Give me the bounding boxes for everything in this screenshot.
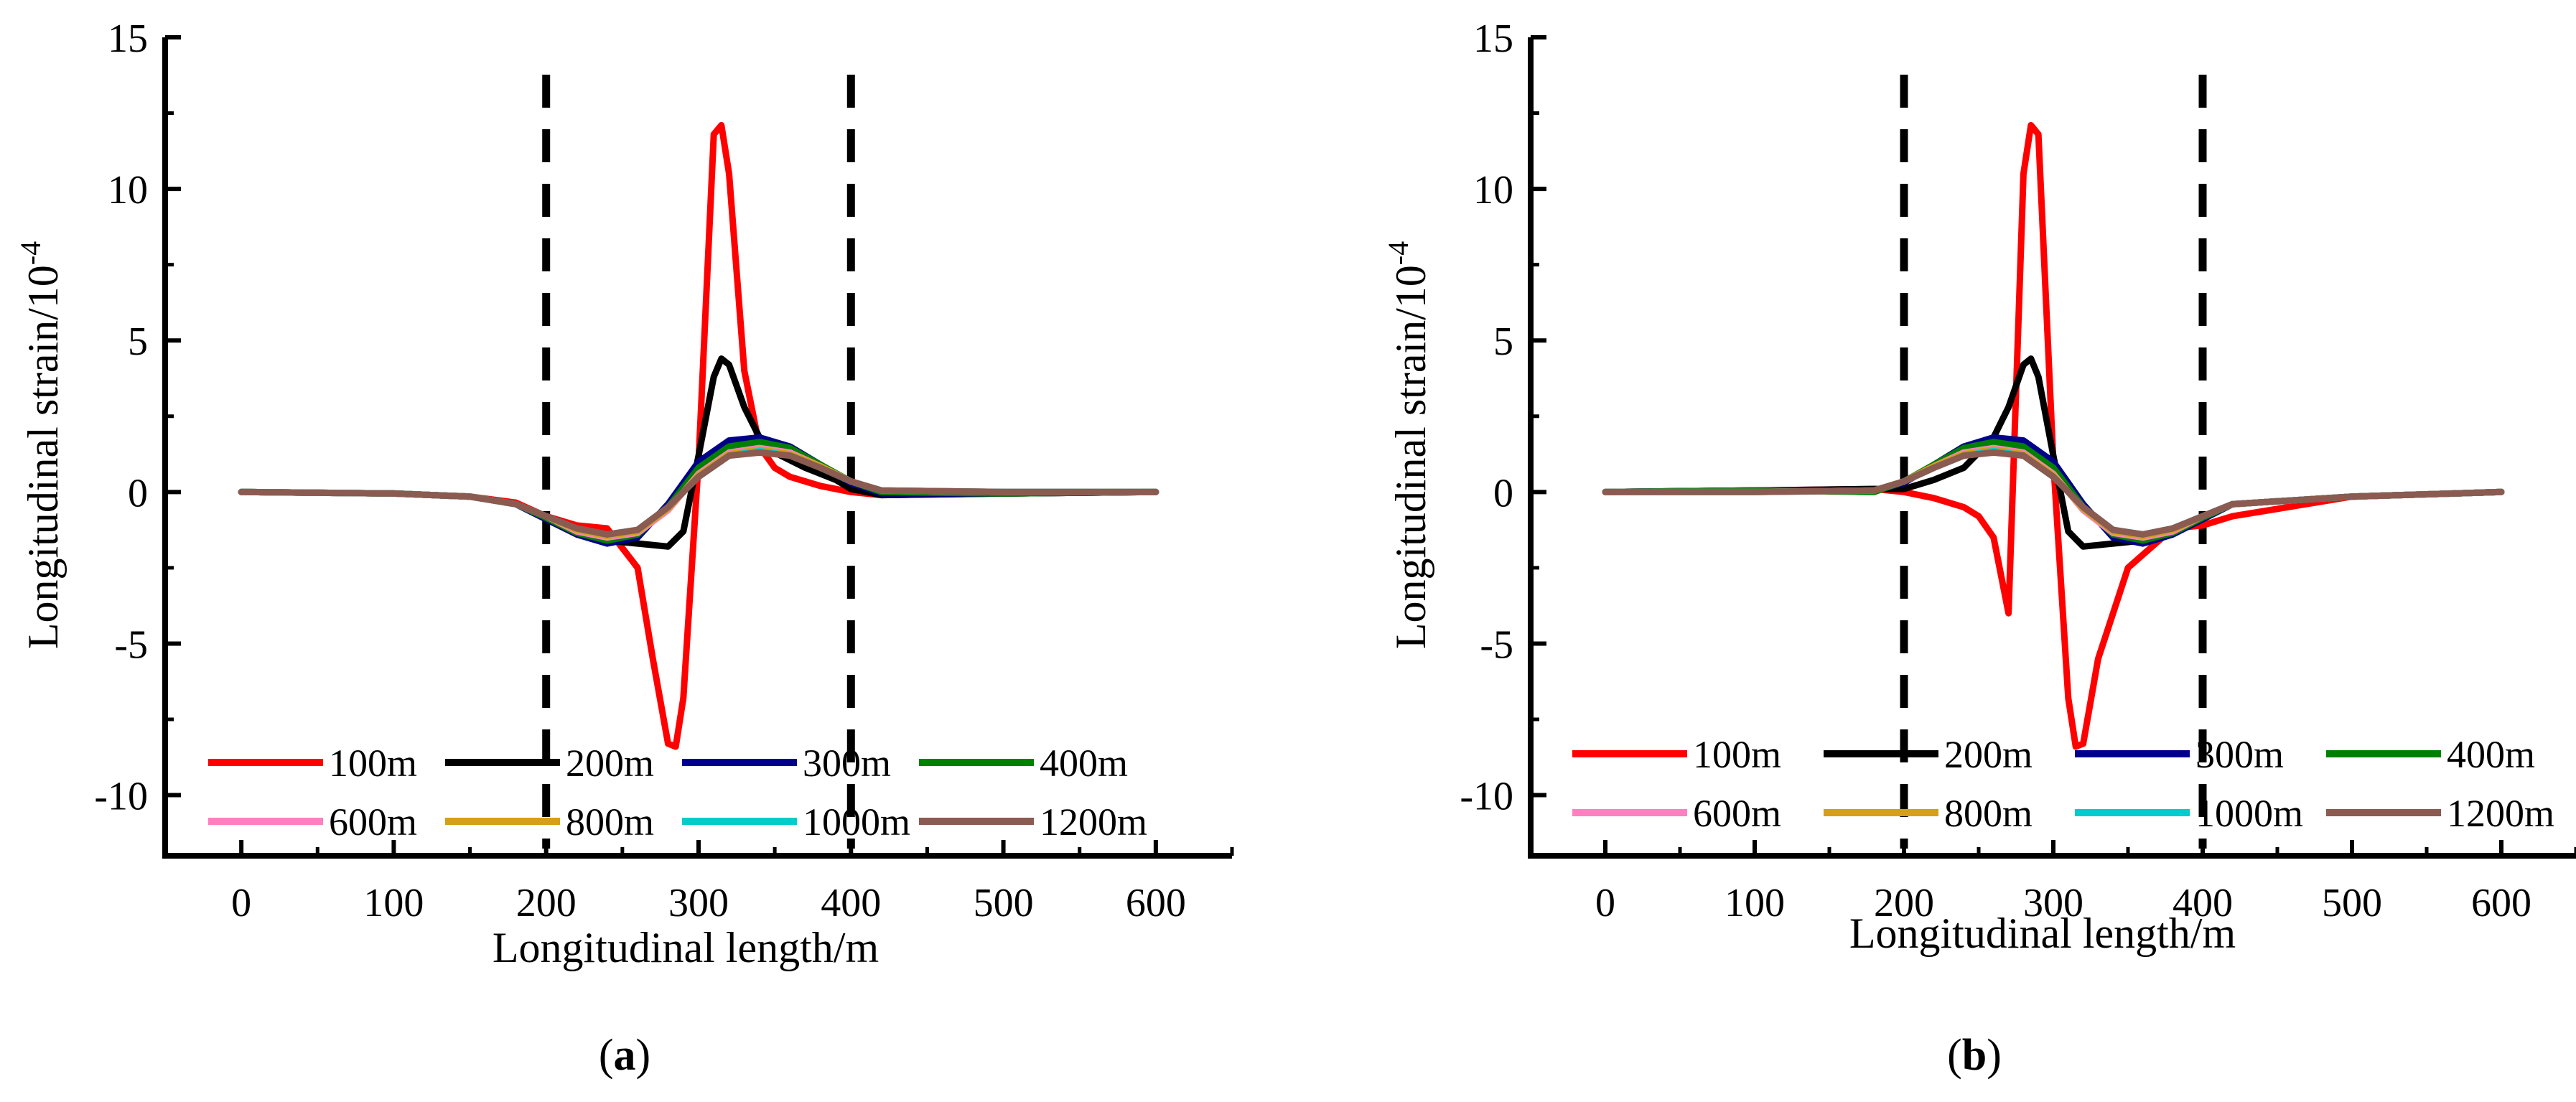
y-axis-title-text: Longitudinal strain/10 — [1387, 265, 1434, 649]
series-line-200m — [1602, 355, 2505, 550]
legend-label: 1200m — [1040, 800, 1147, 844]
x-tick-label: 0 — [231, 881, 251, 925]
legend-label: 300m — [803, 742, 891, 785]
legend-item: 300m — [2075, 733, 2284, 776]
legend-label: 100m — [329, 742, 417, 785]
series-line-1200m — [238, 449, 1159, 538]
legend-item: 100m — [208, 742, 417, 785]
legend-label: 800m — [1944, 792, 2033, 835]
y-tick-label: 0 — [1493, 471, 1513, 515]
panel-caption-letter: a — [614, 1031, 636, 1080]
series-line-200m — [238, 355, 1159, 550]
legend-item: 600m — [208, 800, 417, 844]
legend-label: 600m — [1693, 792, 1781, 835]
legend-label: 300m — [2195, 733, 2284, 776]
legend-item: 400m — [919, 742, 1128, 785]
y-tick-label: 10 — [1473, 168, 1513, 213]
y-tick-label: -5 — [114, 622, 148, 667]
legend-item: 200m — [445, 742, 654, 785]
y-tick-label: -10 — [94, 775, 148, 819]
y-axis-title-exponent: -4 — [14, 241, 47, 265]
y-tick-label: 10 — [108, 168, 148, 213]
x-axis-title: Longitudinal length/m — [1849, 910, 2236, 957]
legend-item: 400m — [2326, 733, 2535, 776]
legend-label: 400m — [2447, 733, 2535, 776]
legend-item: 600m — [1572, 792, 1781, 835]
y-tick-label: 15 — [1473, 17, 1513, 61]
y-tick-label: 5 — [128, 319, 148, 364]
legend-item: 1200m — [2326, 792, 2554, 835]
y-tick-label: -5 — [1480, 622, 1513, 667]
panel-caption: (b) — [1947, 1031, 2002, 1080]
x-tick-label: 300 — [2023, 881, 2083, 925]
y-axis-title: Longitudinal strain/10-4 — [14, 241, 67, 649]
legend-item: 1200m — [919, 800, 1147, 844]
panel-caption-letter: b — [1962, 1031, 1987, 1080]
x-axis-title: Longitudinal length/m — [493, 924, 879, 971]
x-tick-label: 500 — [2322, 881, 2382, 925]
y-tick-label: -10 — [1460, 775, 1513, 819]
y-axis-title-text: Longitudinal strain/10 — [19, 265, 67, 649]
series-line-100m — [238, 121, 1159, 750]
x-tick-label: 100 — [363, 881, 424, 925]
x-tick-label: 500 — [974, 881, 1034, 925]
y-tick-label: 15 — [108, 17, 148, 61]
legend-item: 800m — [1824, 792, 2033, 835]
legend-item: 1000m — [682, 800, 910, 844]
y-axis-title-exponent: -4 — [1382, 241, 1414, 265]
x-tick-label: 0 — [1595, 881, 1615, 925]
legend-item: 800m — [445, 800, 654, 844]
x-tick-label: 400 — [2173, 881, 2233, 925]
legend-label: 600m — [329, 800, 417, 844]
legend-item: 1000m — [2075, 792, 2303, 835]
x-tick-label: 400 — [821, 881, 881, 925]
panel-a-chart: -10 -5 0 5 10 15 0 100 200 300 400 500 600 100m 200m 30… — [14, 17, 1234, 1080]
legend-label: 1200m — [2447, 792, 2554, 835]
panel-b-chart: -10 -5 0 5 10 15 0 100 200 300 400 500 600 100m 200m 30… — [1382, 17, 2576, 1080]
legend-label: 1000m — [803, 800, 910, 844]
y-tick-label: 5 — [1493, 319, 1513, 364]
series-line-100m — [1602, 121, 2505, 750]
series-line-1200m — [1602, 449, 2505, 538]
legend-item: 200m — [1824, 733, 2033, 776]
legend-label: 200m — [566, 742, 654, 785]
x-tick-label: 100 — [1725, 881, 1785, 925]
legend-item: 300m — [682, 742, 891, 785]
y-axis-title: Longitudinal strain/10-4 — [1382, 241, 1434, 649]
x-tick-label: 200 — [1874, 881, 1934, 925]
x-tick-label: 200 — [516, 881, 577, 925]
panel-caption: (a) — [599, 1031, 650, 1080]
y-tick-label: 0 — [128, 471, 148, 515]
x-tick-label: 300 — [668, 881, 729, 925]
legend-item: 100m — [1572, 733, 1781, 776]
x-tick-label: 600 — [2471, 881, 2531, 925]
legend-label: 200m — [1944, 733, 2033, 776]
legend-label: 1000m — [2195, 792, 2303, 835]
legend-label: 400m — [1040, 742, 1128, 785]
legend-label: 100m — [1693, 733, 1781, 776]
legend-label: 800m — [566, 800, 654, 844]
x-tick-label: 600 — [1126, 881, 1186, 925]
